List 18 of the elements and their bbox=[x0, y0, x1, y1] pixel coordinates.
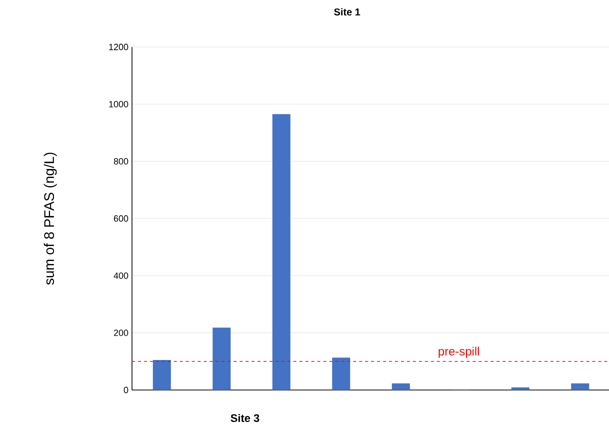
bar bbox=[152, 360, 171, 390]
y-tick-label: 600 bbox=[114, 215, 128, 222]
chart-title: Site 1 bbox=[334, 8, 360, 16]
y-tick-label: 1200 bbox=[109, 44, 128, 50]
bar bbox=[272, 114, 290, 390]
bar bbox=[392, 383, 410, 390]
bar bbox=[511, 387, 530, 390]
bar bbox=[571, 383, 590, 390]
ref-line-label: pre-spill bbox=[438, 346, 479, 358]
y-tick-label: 200 bbox=[114, 330, 128, 336]
y-axis-title: sum of 8 PFAS (ng/L) bbox=[44, 152, 57, 285]
y-tick-label: 800 bbox=[114, 158, 128, 164]
y-tick-label: 0 bbox=[124, 386, 128, 394]
bar bbox=[332, 358, 350, 390]
y-tick-label: 400 bbox=[114, 272, 128, 279]
bar bbox=[212, 328, 231, 390]
y-tick-label: 1000 bbox=[109, 100, 128, 108]
text: Site 3 bbox=[230, 414, 260, 422]
